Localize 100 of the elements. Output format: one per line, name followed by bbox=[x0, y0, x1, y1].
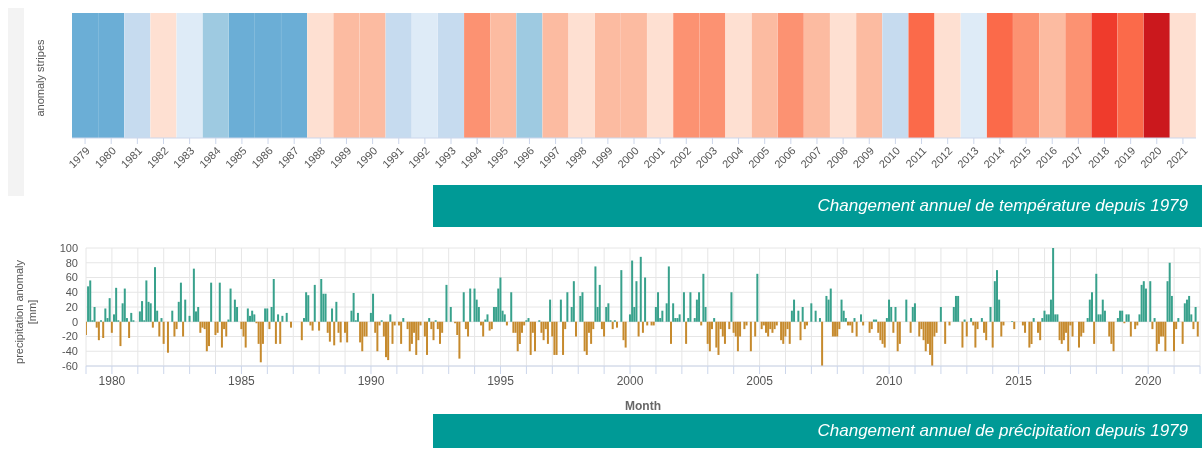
bar bbox=[954, 295, 957, 322]
bar bbox=[598, 284, 601, 322]
bar bbox=[214, 321, 217, 336]
bar bbox=[1082, 321, 1085, 333]
bar bbox=[1153, 318, 1156, 322]
bar bbox=[1071, 321, 1074, 337]
bar bbox=[438, 321, 441, 344]
bar bbox=[924, 321, 927, 352]
bar bbox=[546, 321, 549, 344]
bar bbox=[1194, 307, 1197, 322]
bar bbox=[698, 292, 701, 322]
bar bbox=[635, 281, 638, 322]
bar bbox=[672, 303, 675, 322]
bar bbox=[141, 301, 144, 322]
bar bbox=[210, 282, 213, 322]
x-tick-label: 1980 bbox=[98, 373, 126, 388]
bar bbox=[233, 299, 236, 322]
bar bbox=[1024, 321, 1027, 333]
bar bbox=[1112, 321, 1115, 352]
bar bbox=[160, 318, 163, 322]
bar bbox=[166, 321, 169, 353]
bar bbox=[1052, 248, 1055, 322]
y-tick-label: 60 bbox=[65, 271, 78, 284]
bar bbox=[1185, 299, 1188, 322]
bar bbox=[797, 310, 800, 322]
bar bbox=[385, 321, 388, 358]
bar bbox=[879, 321, 882, 341]
bar bbox=[611, 321, 614, 330]
bar bbox=[415, 321, 418, 355]
text: Changement annuel de précipitation depuis 1979 bbox=[433, 414, 1202, 448]
bar bbox=[574, 321, 577, 337]
bar bbox=[281, 315, 284, 322]
bar bbox=[97, 321, 100, 341]
bar bbox=[246, 308, 249, 322]
bar bbox=[272, 278, 275, 322]
bar bbox=[145, 280, 148, 322]
bar bbox=[1129, 321, 1132, 337]
bar bbox=[188, 315, 191, 322]
bar bbox=[1149, 281, 1152, 322]
bar bbox=[605, 307, 608, 322]
x-tick-label: 2005 bbox=[746, 373, 774, 388]
bar bbox=[1013, 321, 1016, 330]
bar bbox=[192, 268, 195, 322]
bar bbox=[197, 307, 200, 322]
bar bbox=[637, 321, 640, 337]
bar bbox=[171, 310, 174, 322]
bar bbox=[754, 321, 757, 337]
bar bbox=[957, 295, 960, 322]
bar bbox=[462, 292, 465, 322]
bar bbox=[467, 321, 470, 337]
bar bbox=[331, 308, 334, 322]
bar bbox=[244, 321, 247, 348]
bar bbox=[896, 321, 899, 352]
bar bbox=[1030, 321, 1033, 344]
bar bbox=[529, 321, 532, 355]
y-tick-label: -40 bbox=[62, 345, 78, 358]
bar bbox=[285, 312, 288, 322]
bar bbox=[253, 314, 256, 322]
bar bbox=[799, 321, 802, 341]
bar bbox=[859, 314, 862, 322]
bar bbox=[913, 303, 916, 322]
y-tick-label: -60 bbox=[62, 359, 78, 372]
y-tick-label: 20 bbox=[65, 300, 78, 313]
bar bbox=[1095, 273, 1098, 322]
bar bbox=[542, 321, 545, 341]
x-tick-label: 2000 bbox=[616, 373, 644, 388]
bar bbox=[482, 321, 485, 337]
bar bbox=[810, 303, 813, 322]
bar bbox=[782, 321, 785, 344]
bar bbox=[130, 312, 133, 322]
bar bbox=[1140, 284, 1143, 322]
bar bbox=[717, 321, 720, 355]
bar bbox=[182, 321, 185, 337]
bar bbox=[492, 307, 495, 322]
bar bbox=[1168, 262, 1171, 322]
x-axis-title: Month bbox=[625, 399, 661, 413]
bar bbox=[207, 321, 210, 347]
bar bbox=[499, 277, 502, 322]
bar bbox=[883, 321, 886, 348]
bar bbox=[723, 321, 726, 344]
bar bbox=[1039, 321, 1042, 341]
bar bbox=[616, 321, 619, 328]
bar bbox=[184, 299, 187, 322]
bar bbox=[851, 321, 854, 333]
bar bbox=[391, 321, 394, 344]
bar bbox=[909, 321, 912, 333]
bar bbox=[320, 278, 323, 322]
bar bbox=[1093, 321, 1096, 344]
bar bbox=[387, 321, 390, 361]
bar bbox=[892, 321, 895, 333]
bar bbox=[855, 321, 858, 337]
bar bbox=[603, 321, 606, 337]
bar bbox=[449, 307, 452, 322]
bar bbox=[1101, 299, 1104, 322]
bar bbox=[356, 312, 359, 322]
bar bbox=[657, 292, 660, 322]
bar bbox=[767, 321, 770, 337]
bar bbox=[682, 292, 685, 322]
bar bbox=[713, 318, 716, 322]
bar bbox=[585, 321, 588, 355]
